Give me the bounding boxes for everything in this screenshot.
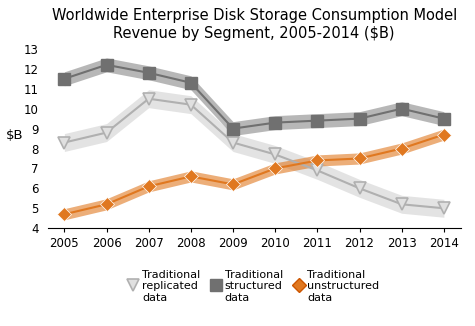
Title: Worldwide Enterprise Disk Storage Consumption Model
Revenue by Segment, 2005-201: Worldwide Enterprise Disk Storage Consum… [51, 8, 457, 41]
Legend: Traditional
replicated
data, Traditional
structured
data, Traditional
unstructur: Traditional replicated data, Traditional… [129, 270, 380, 303]
Y-axis label: $B: $B [6, 129, 23, 142]
